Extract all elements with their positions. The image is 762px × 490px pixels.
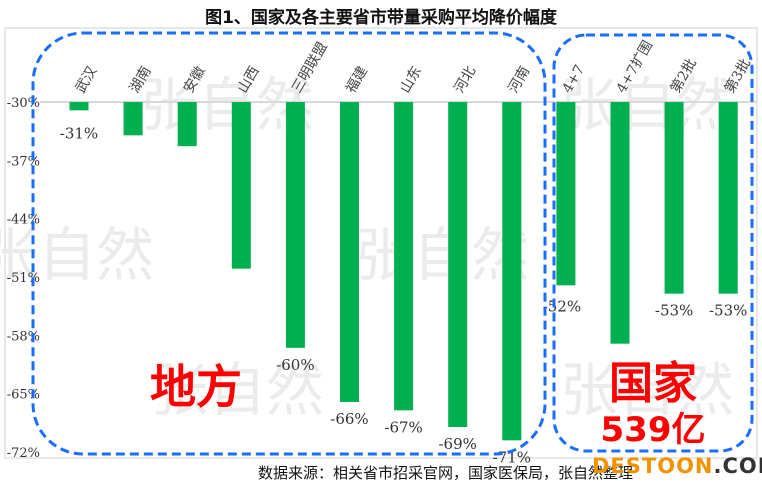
watermark: 张自然	[140, 71, 314, 139]
x-tick-label: 河南	[505, 64, 533, 96]
bar	[502, 102, 522, 441]
bar	[394, 102, 414, 411]
data-label: -53%	[655, 302, 693, 320]
chart-title: 图1、国家及各主要省市带量采购平均降价幅度	[205, 8, 557, 28]
watermark: 张自然	[355, 221, 529, 289]
bar	[610, 102, 630, 344]
watermark: 张自然	[150, 356, 324, 424]
data-label: -31%	[60, 124, 98, 142]
x-tick-label: 河北	[451, 64, 479, 96]
bar	[285, 102, 305, 348]
bar	[448, 102, 468, 427]
bar	[556, 102, 576, 286]
data-label: -66%	[330, 410, 368, 428]
bar	[69, 102, 89, 111]
plot-frame	[4, 27, 758, 459]
data-label: -60%	[276, 356, 314, 374]
x-tick-label: 山东	[397, 64, 425, 96]
logo-suffix: .COM	[713, 454, 762, 478]
data-label: -69%	[438, 435, 476, 453]
watermark: 张自然	[560, 71, 734, 139]
y-tick-label: -72%	[7, 446, 40, 461]
logo-main: DESTOON	[592, 454, 714, 478]
data-label: -67%	[384, 418, 422, 436]
group-label-national: 国家	[609, 358, 697, 409]
x-tick-label: 武汉	[73, 64, 101, 96]
group-label-local: 地方	[150, 360, 242, 414]
group-border-local	[31, 31, 547, 456]
bar	[123, 102, 143, 136]
y-tick-label: -51%	[7, 271, 40, 286]
watermark: 张自然	[560, 356, 734, 424]
bar	[231, 102, 251, 269]
bar	[664, 102, 684, 294]
data-label: -52%	[543, 297, 581, 315]
data-label: -53%	[709, 302, 747, 320]
y-tick-label: -44%	[7, 213, 40, 228]
x-tick-label: 福建	[343, 64, 371, 96]
y-tick-label: -65%	[7, 388, 40, 403]
site-logo: DESTOON.COM	[592, 454, 762, 478]
bar	[718, 102, 738, 294]
bar	[340, 102, 359, 402]
bar	[177, 102, 197, 147]
source-note: 数据来源：相关省市招采官网，国家医保局，张自然整理	[258, 464, 634, 482]
y-tick-label: -58%	[7, 329, 40, 344]
y-tick-label: -37%	[7, 154, 40, 169]
y-tick-label: -30%	[7, 96, 40, 111]
group-border-national	[552, 33, 754, 453]
watermark: 张自然	[0, 221, 154, 289]
group-sublabel-national: 539亿	[601, 410, 706, 450]
